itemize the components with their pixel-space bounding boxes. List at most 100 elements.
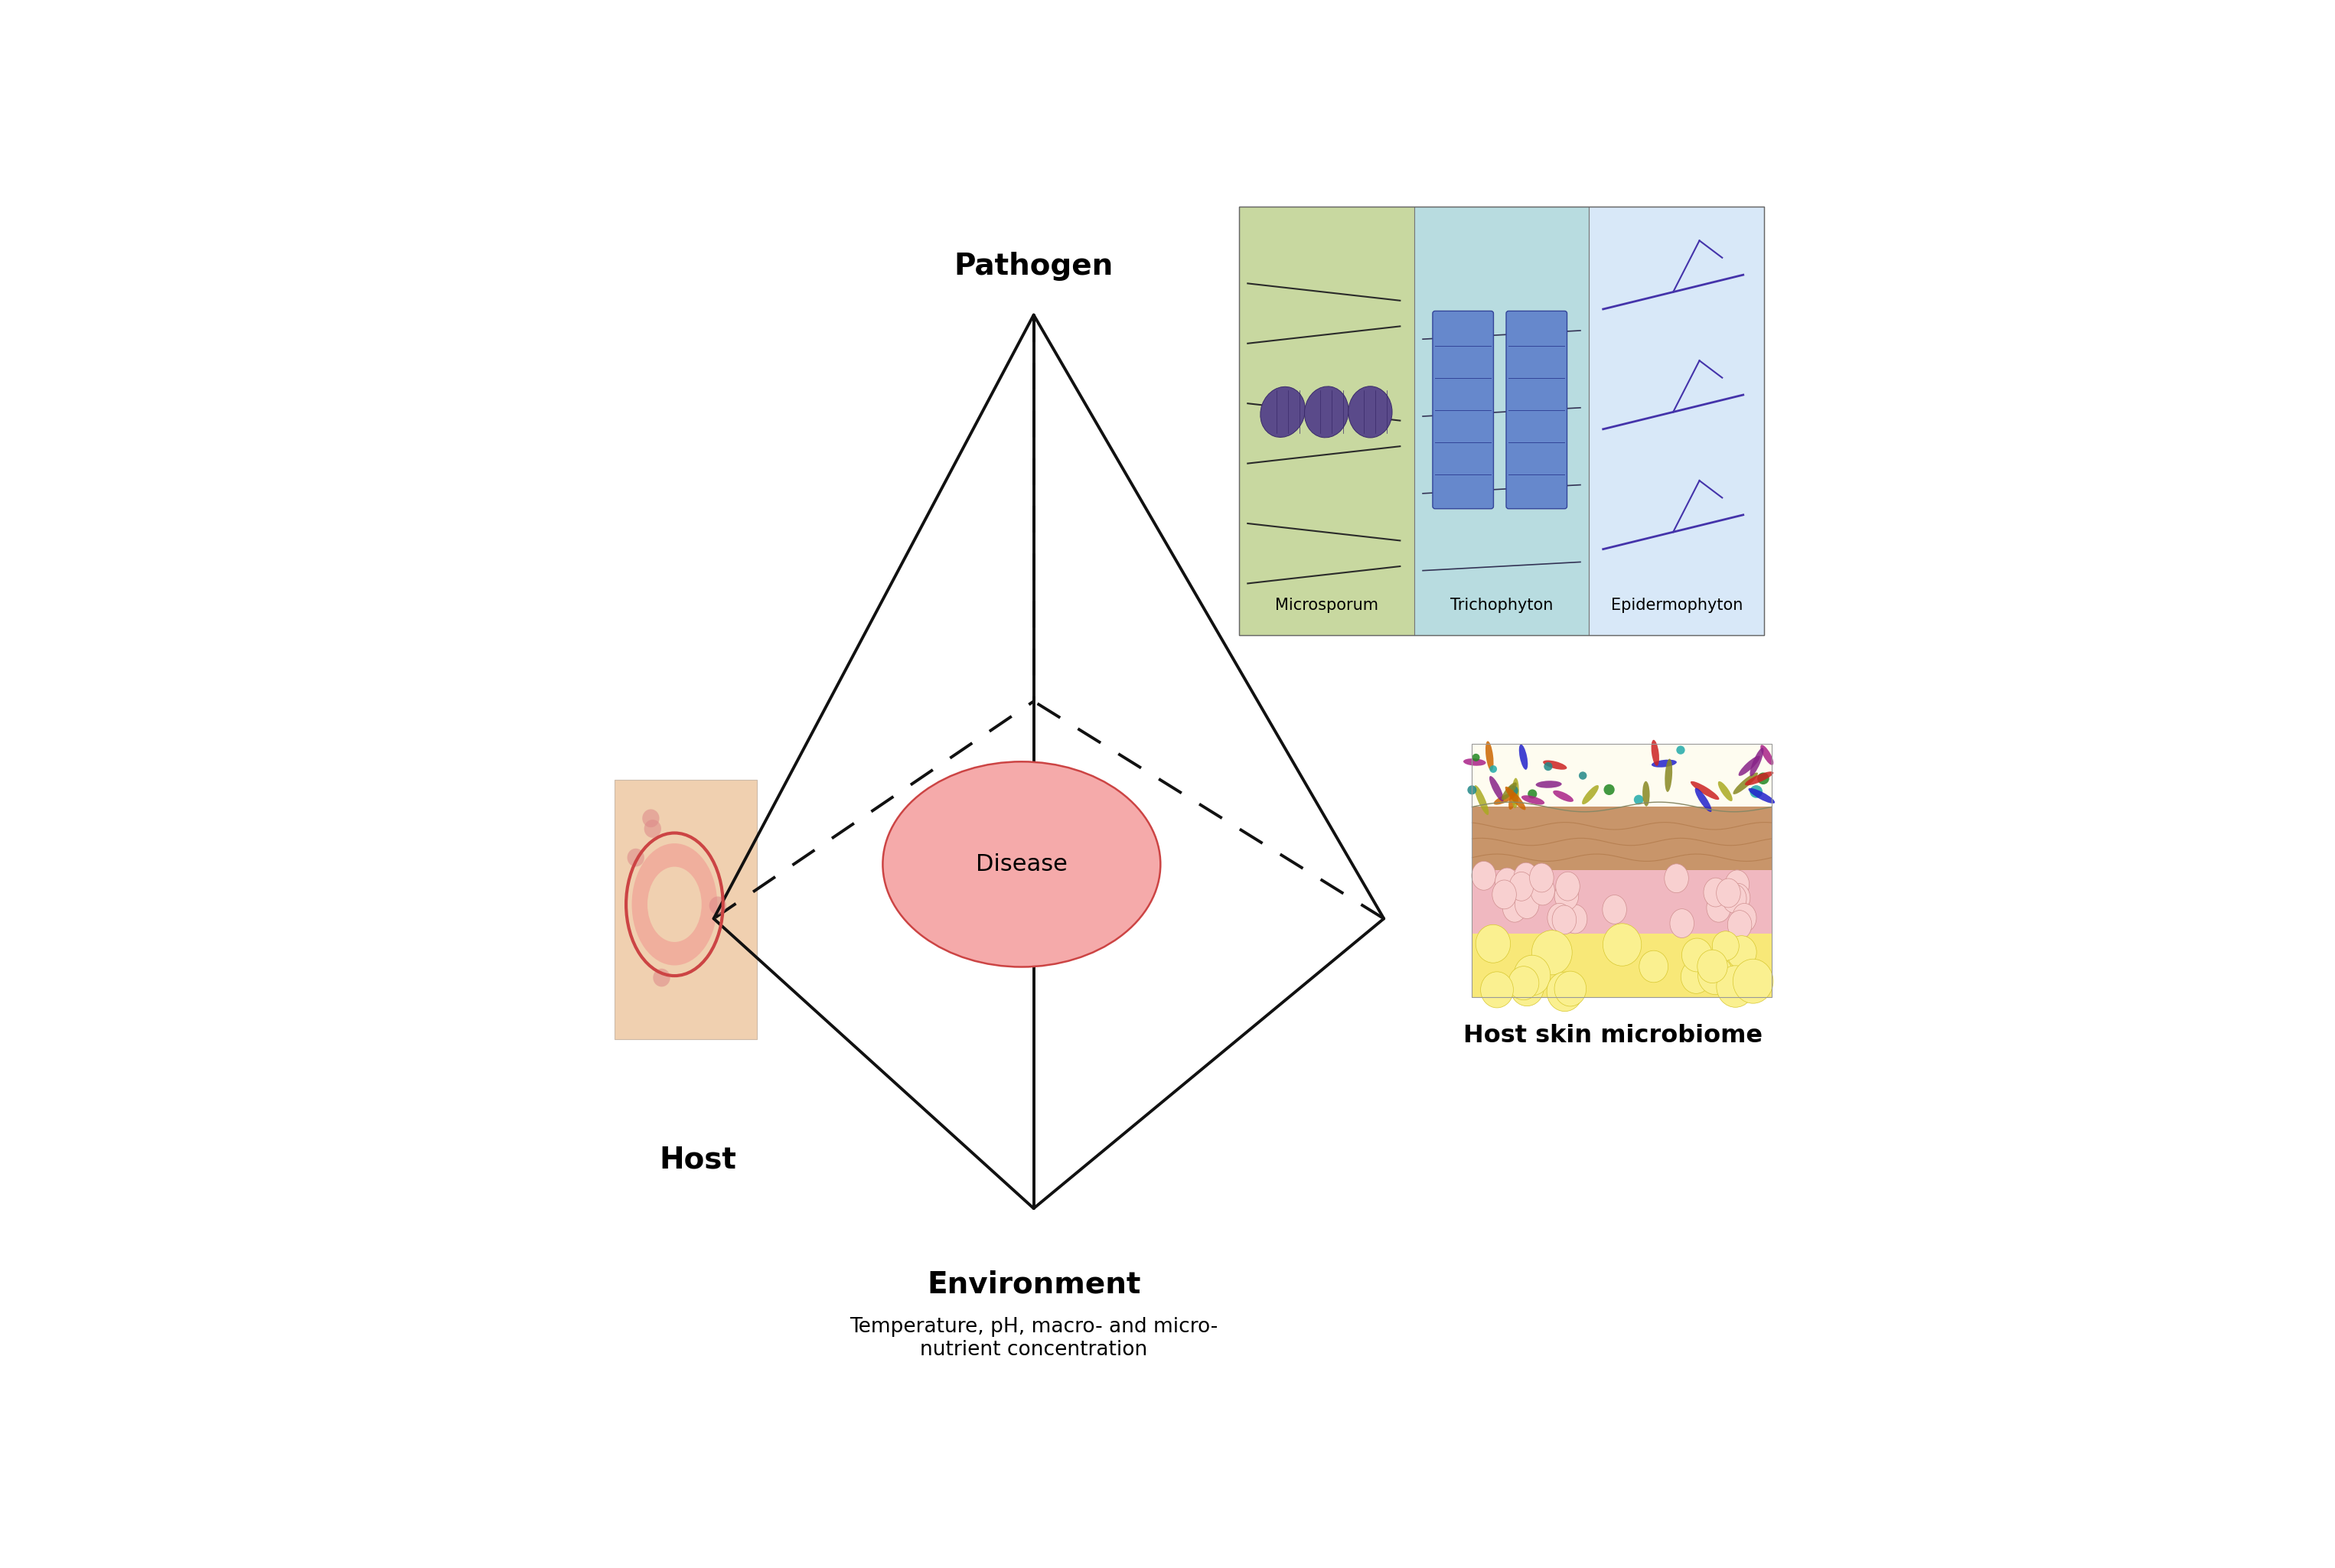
Text: Host skin microbiome: Host skin microbiome (1464, 1024, 1763, 1047)
Ellipse shape (1602, 895, 1627, 924)
Ellipse shape (1473, 786, 1490, 815)
Bar (1240, 207, 1765, 635)
Ellipse shape (1532, 930, 1571, 975)
Ellipse shape (1471, 861, 1497, 891)
Ellipse shape (1490, 765, 1497, 773)
Ellipse shape (1543, 760, 1567, 770)
Ellipse shape (1726, 936, 1756, 969)
Bar (1471, 870, 1772, 933)
Ellipse shape (1476, 925, 1511, 963)
Bar (1471, 743, 1772, 997)
Bar (614, 779, 757, 1040)
Ellipse shape (1515, 889, 1539, 919)
Ellipse shape (654, 969, 670, 986)
Ellipse shape (1705, 878, 1728, 906)
Ellipse shape (1665, 759, 1672, 792)
Ellipse shape (1639, 950, 1667, 983)
Text: Host: Host (658, 1146, 736, 1174)
Ellipse shape (1707, 894, 1730, 922)
Ellipse shape (1555, 872, 1581, 900)
Ellipse shape (1494, 867, 1520, 897)
Ellipse shape (1681, 960, 1712, 994)
Ellipse shape (1522, 795, 1543, 804)
Ellipse shape (1749, 789, 1775, 803)
Ellipse shape (628, 848, 644, 867)
Ellipse shape (1506, 787, 1525, 811)
Bar (1590, 207, 1765, 635)
Ellipse shape (1733, 773, 1758, 795)
Ellipse shape (1733, 960, 1772, 1004)
Ellipse shape (1548, 903, 1571, 933)
Ellipse shape (1602, 924, 1642, 966)
Ellipse shape (1583, 786, 1599, 804)
Ellipse shape (1691, 781, 1719, 800)
Ellipse shape (1749, 748, 1763, 776)
Ellipse shape (1471, 754, 1480, 762)
Ellipse shape (1723, 884, 1747, 913)
Ellipse shape (1511, 778, 1520, 808)
Text: Trichophyton: Trichophyton (1450, 597, 1553, 613)
Ellipse shape (1494, 793, 1515, 804)
Ellipse shape (1511, 969, 1543, 1007)
Ellipse shape (1543, 762, 1553, 771)
Ellipse shape (677, 877, 693, 894)
Text: Disease: Disease (976, 853, 1067, 875)
Ellipse shape (883, 762, 1160, 967)
Ellipse shape (1651, 740, 1660, 765)
Ellipse shape (1604, 784, 1613, 795)
Ellipse shape (710, 897, 726, 914)
Ellipse shape (1758, 773, 1770, 784)
Bar (1240, 207, 1415, 635)
Bar (1471, 808, 1772, 870)
FancyBboxPatch shape (1434, 310, 1494, 508)
Text: Pathogen: Pathogen (955, 252, 1114, 281)
Ellipse shape (1485, 742, 1494, 771)
Ellipse shape (1726, 883, 1751, 913)
Ellipse shape (1553, 905, 1576, 935)
Ellipse shape (1513, 862, 1539, 892)
Ellipse shape (1681, 938, 1712, 972)
Ellipse shape (1490, 776, 1504, 801)
Bar (1415, 207, 1590, 635)
Ellipse shape (1562, 905, 1588, 933)
Ellipse shape (1698, 956, 1733, 994)
Ellipse shape (1555, 881, 1578, 911)
Ellipse shape (1305, 386, 1350, 437)
Ellipse shape (1529, 864, 1553, 892)
Ellipse shape (1480, 972, 1513, 1008)
Ellipse shape (1665, 864, 1688, 892)
Ellipse shape (1506, 877, 1529, 906)
Ellipse shape (1508, 786, 1518, 797)
Ellipse shape (1518, 872, 1541, 900)
Ellipse shape (1508, 787, 1518, 809)
Ellipse shape (1716, 878, 1740, 908)
Ellipse shape (1733, 903, 1756, 933)
Ellipse shape (647, 867, 700, 942)
Ellipse shape (1464, 759, 1485, 765)
Text: Temperature, pH, macro- and micro-
nutrient concentration: Temperature, pH, macro- and micro- nutri… (850, 1317, 1219, 1359)
Ellipse shape (1466, 786, 1476, 795)
Ellipse shape (1744, 771, 1772, 786)
Ellipse shape (1546, 972, 1583, 1011)
Ellipse shape (1536, 781, 1562, 789)
Ellipse shape (1698, 950, 1728, 983)
Ellipse shape (1749, 786, 1763, 798)
Ellipse shape (1642, 781, 1651, 806)
Ellipse shape (1651, 759, 1677, 767)
Ellipse shape (1529, 877, 1555, 905)
Ellipse shape (1553, 790, 1574, 801)
Text: Environment: Environment (927, 1270, 1139, 1298)
Ellipse shape (1501, 894, 1527, 922)
Ellipse shape (1716, 966, 1754, 1007)
Ellipse shape (1508, 872, 1534, 902)
Ellipse shape (1740, 756, 1761, 776)
Text: Microsporum: Microsporum (1275, 597, 1378, 613)
Ellipse shape (1347, 386, 1392, 437)
Ellipse shape (1695, 789, 1712, 812)
Ellipse shape (1520, 745, 1527, 770)
Ellipse shape (1555, 971, 1585, 1007)
Ellipse shape (1527, 789, 1536, 798)
Ellipse shape (644, 820, 661, 837)
Ellipse shape (1726, 870, 1749, 898)
Ellipse shape (1634, 795, 1644, 804)
